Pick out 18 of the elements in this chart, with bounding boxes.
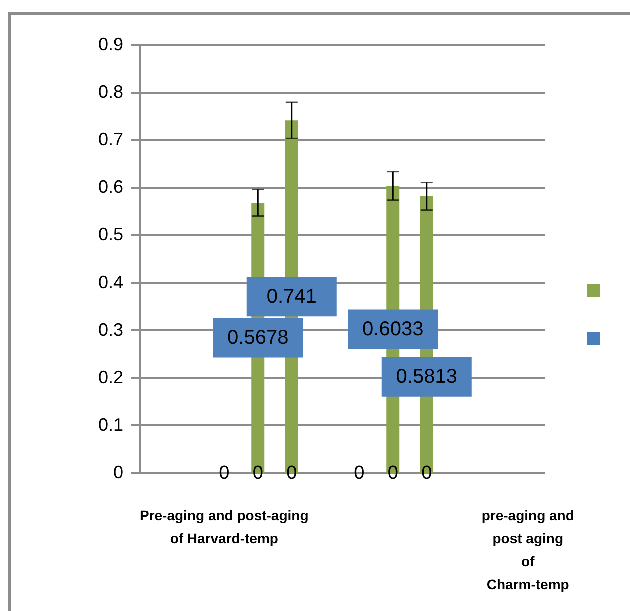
data-label: 0 (354, 463, 365, 484)
y-tick-label: 0.5 (98, 224, 124, 245)
data-label: 0.6033 (362, 318, 424, 341)
data-label: 0 (219, 463, 230, 484)
y-tick-label: 0.3 (98, 320, 124, 340)
y-tick-label: 0.6 (98, 177, 124, 198)
x-tick-label: pre-aging and post aging of Charm-temp (482, 508, 574, 592)
y-tick-label: 0.7 (98, 130, 124, 150)
y-tick-label: 0.2 (98, 367, 124, 388)
data-label: 0.741 (266, 286, 317, 308)
data-label: 0.5813 (396, 366, 458, 388)
y-tick-label: 0.9 (98, 34, 124, 54)
data-label: 0.5678 (228, 326, 289, 349)
y-tick-label: 0.1 (98, 414, 124, 435)
y-tick-label: 0 (113, 462, 124, 482)
y-tick-label: 0.4 (98, 272, 124, 292)
x-tick-label: Pre-aging and post-aging of Harvard-temp (140, 508, 309, 546)
y-tick-label: 0.8 (98, 82, 124, 102)
